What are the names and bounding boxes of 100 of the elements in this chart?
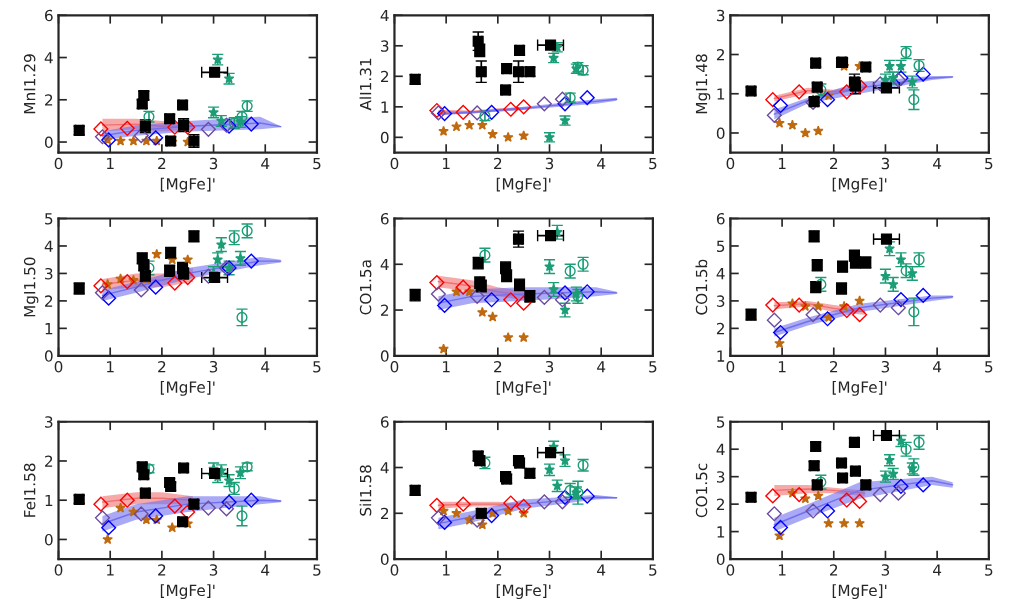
- y-tick-label: 6: [45, 9, 53, 22]
- x-tick-label: 1: [442, 361, 450, 373]
- y-tick-label: 3: [716, 295, 725, 307]
- x-axis-title: [MgFe]': [832, 177, 887, 193]
- x-tick-label: 0: [726, 564, 735, 576]
- y-tick-label: 3: [716, 471, 725, 483]
- y-tick-label: 1: [717, 88, 725, 100]
- y-tick-label: 3: [45, 267, 53, 280]
- x-tick-label: 5: [649, 157, 657, 170]
- x-tick-label: 4: [597, 361, 606, 373]
- y-tick-label: 4: [380, 9, 389, 22]
- y-tick-label: 0: [380, 350, 389, 362]
- x-tick-label: 5: [985, 564, 993, 576]
- y-tick-label: 2: [716, 498, 725, 510]
- y-tick-label: 6: [380, 416, 389, 428]
- x-tick-label: 2: [158, 157, 166, 170]
- y-tick-label: 3: [716, 9, 725, 22]
- y-tick-label: 5: [717, 416, 725, 428]
- x-tick-label: 1: [107, 361, 114, 373]
- x-tick-label: 5: [649, 564, 657, 576]
- x-tick-label: 5: [313, 361, 321, 373]
- x-tick-label: 4: [933, 157, 942, 170]
- x-tick-label: 3: [209, 564, 218, 576]
- y-tick-label: 2: [45, 455, 53, 467]
- x-axis-title: [MgFe]': [832, 584, 887, 600]
- x-tick-label: 3: [209, 360, 218, 373]
- x-tick-label: 0: [54, 157, 63, 170]
- x-tick-label: 3: [881, 157, 890, 170]
- x-tick-label: 4: [261, 157, 270, 170]
- x-tick-label: 3: [881, 564, 890, 576]
- x-tick-label: 5: [649, 361, 657, 373]
- x-tick-label: 2: [494, 564, 502, 576]
- y-axis-title: MgI1.48: [695, 54, 711, 114]
- y-tick-label: 0: [716, 553, 725, 566]
- y-tick-label: 2: [716, 322, 725, 335]
- y-axis-title: CO1.5a: [359, 260, 372, 315]
- y-tick-label: 0: [380, 131, 389, 144]
- x-tick-label: 3: [545, 157, 554, 170]
- y-tick-label: 5: [717, 240, 725, 252]
- x-tick-label: 5: [313, 157, 321, 170]
- x-axis-title: [MgFe]': [160, 381, 215, 396]
- y-tick-label: 1: [381, 101, 389, 113]
- y-tick-label: 4: [716, 268, 725, 280]
- x-tick-label: 3: [545, 360, 554, 373]
- y-axis-title: CO1.5c: [695, 463, 708, 518]
- x-tick-label: 1: [778, 564, 786, 576]
- x-tick-label: 3: [545, 564, 554, 576]
- x-tick-label: 0: [54, 360, 63, 373]
- x-tick-label: 4: [597, 564, 606, 576]
- x-tick-label: 2: [494, 157, 502, 170]
- x-axis-title: [MgFe]': [496, 177, 551, 193]
- y-tick-label: 4: [716, 443, 725, 456]
- y-tick-label: 2: [45, 295, 53, 307]
- x-tick-label: 2: [830, 564, 838, 576]
- x-tick-label: 4: [597, 157, 606, 170]
- x-tick-label: 5: [985, 361, 993, 373]
- x-tick-label: 1: [107, 157, 114, 170]
- y-tick-label: 0: [716, 127, 725, 139]
- y-tick-label: 1: [45, 494, 53, 507]
- x-tick-label: 4: [933, 564, 942, 576]
- y-tick-label: 1: [717, 526, 725, 538]
- x-axis-title: [MgFe]': [496, 584, 551, 600]
- y-tick-label: 6: [716, 212, 725, 225]
- x-tick-label: 1: [778, 157, 786, 170]
- y-tick-label: 3: [381, 40, 389, 52]
- x-tick-label: 1: [442, 157, 450, 170]
- y-tick-label: 6: [380, 212, 389, 225]
- x-tick-label: 1: [107, 564, 114, 576]
- y-tick-label: 2: [45, 94, 53, 106]
- y-axis-title: MnI1.29: [23, 54, 36, 114]
- x-tick-label: 3: [881, 360, 890, 373]
- y-tick-label: 2: [381, 304, 389, 316]
- y-axis-title: AlI1.31: [359, 58, 372, 111]
- x-axis-title: [MgFe]': [160, 584, 215, 600]
- y-tick-label: 2: [381, 70, 389, 83]
- y-axis-title: FeI1.58: [23, 463, 36, 517]
- x-tick-label: 4: [933, 361, 942, 373]
- y-tick-label: 3: [45, 416, 53, 428]
- x-axis-title: [MgFe]': [496, 381, 551, 396]
- x-tick-label: 0: [390, 157, 399, 170]
- y-axis-title: MgI1.50: [23, 257, 39, 317]
- x-tick-label: 1: [778, 361, 786, 373]
- x-tick-label: 1: [442, 564, 450, 576]
- x-tick-label: 0: [390, 360, 399, 373]
- x-tick-label: 2: [830, 157, 838, 170]
- y-tick-label: 1: [45, 323, 53, 335]
- y-tick-label: 4: [380, 462, 389, 474]
- x-tick-label: 5: [313, 564, 321, 576]
- y-tick-label: 0: [44, 350, 53, 362]
- y-tick-label: 1: [717, 350, 725, 362]
- x-axis-title: [MgFe]': [160, 177, 215, 193]
- y-axis-title: SiI1.58: [359, 465, 372, 516]
- x-tick-label: 5: [985, 157, 993, 170]
- y-axis-title: CO1.5b: [695, 259, 708, 315]
- x-tick-label: 0: [726, 157, 735, 170]
- x-tick-label: 3: [209, 157, 218, 170]
- x-tick-label: 2: [158, 564, 166, 576]
- y-tick-label: 4: [44, 240, 53, 252]
- y-tick-label: 2: [716, 48, 725, 61]
- y-tick-label: 0: [44, 533, 53, 546]
